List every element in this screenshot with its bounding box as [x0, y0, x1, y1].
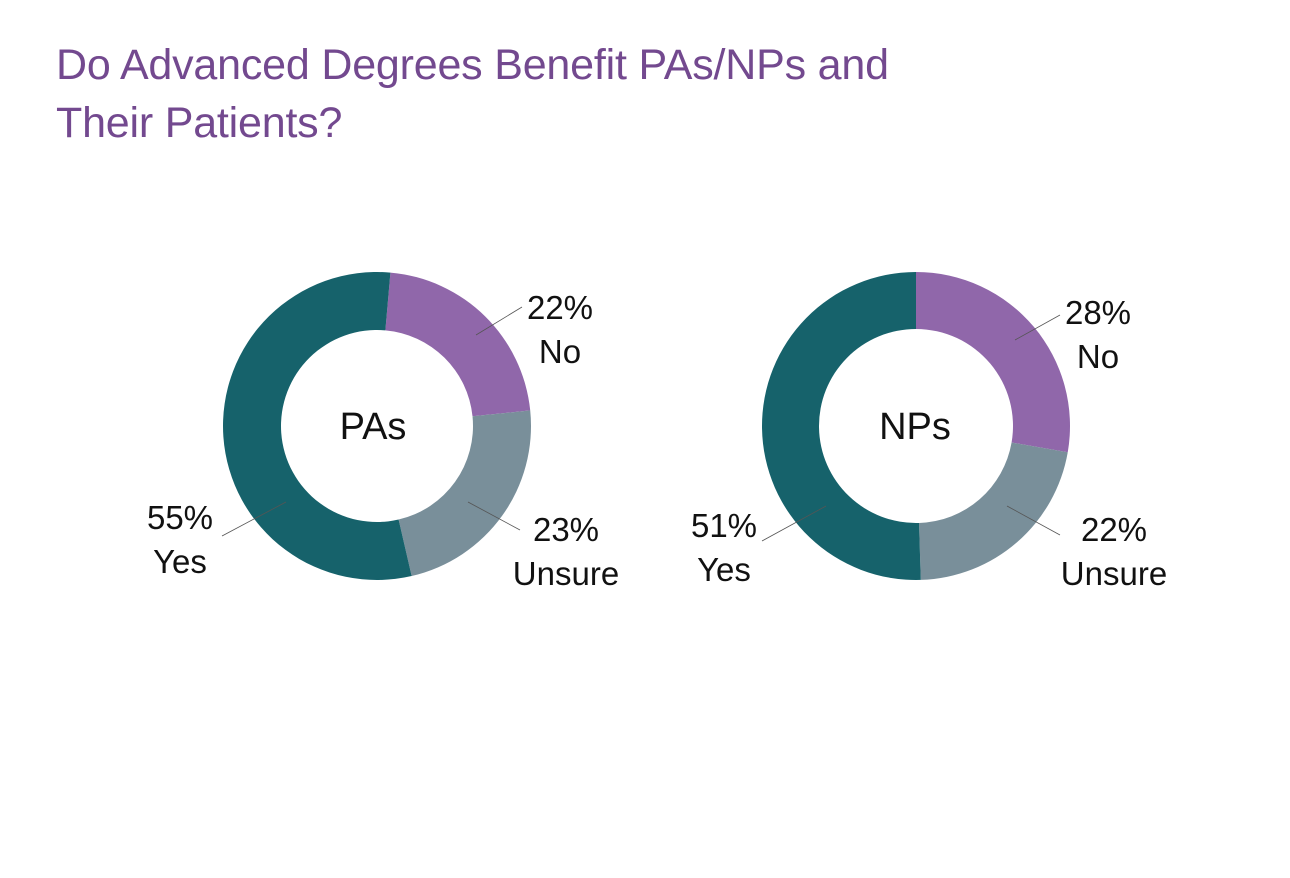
- leader-line-nps-unsure: [1006, 505, 1061, 536]
- leader-line-pas-no: [475, 306, 523, 336]
- segment-category-nps-yes: Yes: [697, 551, 751, 588]
- chart-title-line-2: Their Patients?: [56, 99, 343, 147]
- segment-value-nps-unsure: 22%: [1080, 511, 1148, 548]
- segment-label-pas-no: 22% No: [512, 286, 608, 374]
- donut-chart-nps: [762, 272, 1071, 581]
- segment-value-nps-yes: 51%: [690, 507, 758, 544]
- donut-segment-pas-no: [385, 272, 531, 417]
- donut-segment-nps-no: [916, 272, 1071, 453]
- chart-title-line-1: Do Advanced Degrees Benefit PAs/NPs and: [56, 41, 889, 89]
- donut-segment-nps-unsure: [919, 442, 1068, 580]
- leader-line-nps-no: [1014, 314, 1061, 341]
- chart-title: Do Advanced Degrees Benefit PAs/NPs and …: [56, 36, 1056, 152]
- segment-value-pas-no: 22%: [526, 289, 594, 326]
- donut-chart-pas: [222, 272, 531, 581]
- leader-line-pas-yes: [221, 501, 287, 537]
- leader-line-nps-yes: [761, 505, 827, 542]
- segment-category-nps-no: No: [1076, 338, 1120, 375]
- donut-segment-nps-yes: [762, 272, 921, 581]
- segment-label-nps-no: 28% No: [1050, 291, 1146, 379]
- segment-label-pas-yes: 55% Yes: [132, 496, 228, 584]
- segment-value-nps-no: 28%: [1064, 294, 1132, 331]
- segment-value-pas-unsure: 23%: [532, 511, 600, 548]
- segment-category-pas-yes: Yes: [153, 543, 207, 580]
- segment-category-nps-unsure: Unsure: [1060, 555, 1168, 592]
- segment-label-nps-yes: 51% Yes: [676, 504, 772, 592]
- segment-value-pas-yes: 55%: [146, 499, 214, 536]
- segment-category-pas-no: No: [538, 333, 582, 370]
- donut-center-label-nps: NPs: [879, 406, 951, 448]
- donut-center-label-pas: PAs: [339, 406, 407, 448]
- segment-label-pas-unsure: 23% Unsure: [500, 508, 632, 596]
- donut-segment-pas-unsure: [398, 410, 531, 577]
- segment-category-pas-unsure: Unsure: [512, 555, 620, 592]
- segment-label-nps-unsure: 22% Unsure: [1048, 508, 1180, 596]
- leader-line-pas-unsure: [467, 501, 521, 531]
- donut-segment-pas-yes: [222, 272, 412, 581]
